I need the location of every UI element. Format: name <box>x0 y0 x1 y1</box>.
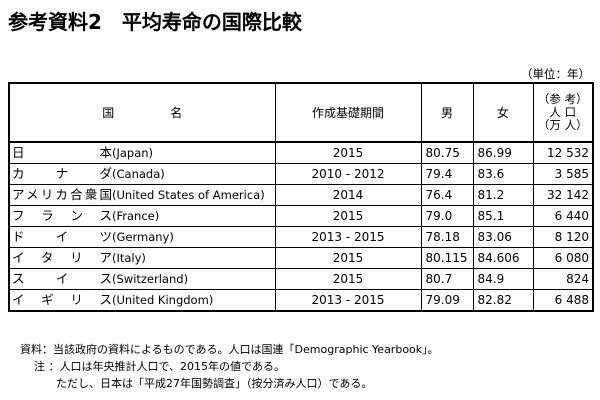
cell-period: 2015 <box>274 268 422 290</box>
table-row: フランス(France) 2015 79.0 85.1 6 440 <box>8 205 594 227</box>
cell-female: 81.2 <box>472 184 534 206</box>
table-row: アメリカ合衆国(United States of America) 2014 76.… <box>8 184 594 206</box>
header-male: 男 <box>420 82 474 143</box>
header-female: 女 <box>472 82 534 143</box>
cell-country: フランス(France) <box>8 205 276 227</box>
cell-period: 2015 <box>274 247 422 269</box>
country-en: (Canada) <box>112 167 165 181</box>
country-jp: スイス <box>12 271 112 286</box>
cell-male: 79.4 <box>420 163 474 185</box>
note-2: ただし、日本は「平成27年国勢調査」（按分済み人口）である。 <box>56 377 373 390</box>
cell-population: 6 080 <box>532 247 594 269</box>
cell-country: ドイツ(Germany) <box>8 226 276 248</box>
cell-country: 日本(Japan) <box>8 141 276 164</box>
country-jp: イギリス <box>12 292 112 307</box>
header-population-line3: （万 人） <box>537 118 588 132</box>
cell-male: 80.7 <box>420 268 474 290</box>
cell-population: 8 120 <box>532 226 594 248</box>
cell-period: 2013 - 2015 <box>274 226 422 248</box>
cell-period: 2014 <box>274 184 422 206</box>
header-period: 作成基礎期間 <box>274 82 422 143</box>
cell-period: 2015 <box>274 205 422 227</box>
note-source: 資料：当該政府の資料によるものである。人口は国連「Demographic Yea… <box>20 343 439 356</box>
cell-period: 2015 <box>274 141 422 164</box>
cell-female: 83.6 <box>472 163 534 185</box>
cell-female: 86.99 <box>472 141 534 164</box>
header-population: （参 考） 人 口 （万 人） <box>532 82 594 143</box>
country-en: (Germany) <box>112 230 174 244</box>
cell-male: 78.18 <box>420 226 474 248</box>
cell-population: 32 142 <box>532 184 594 206</box>
country-jp: イタリア <box>12 250 112 265</box>
table-header-row: 国 名 作成基礎期間 男 女 （参 考） 人 口 （万 人） <box>8 82 594 143</box>
footnotes: 資料：当該政府の資料によるものである。人口は国連「Demographic Yea… <box>20 341 439 392</box>
table-row: スイス(Switzerland) 2015 80.7 84.9 824 <box>8 268 594 290</box>
cell-male: 80.75 <box>420 141 474 164</box>
header-population-line1: （参 考） <box>537 92 588 106</box>
country-en: (Italy) <box>112 251 146 265</box>
cell-male: 76.4 <box>420 184 474 206</box>
cell-population: 6 488 <box>532 289 594 312</box>
country-jp: アメリカ合衆国 <box>12 187 112 202</box>
country-en: (United Kingdom) <box>112 293 214 307</box>
cell-male: 79.09 <box>420 289 474 312</box>
country-jp: ドイツ <box>12 229 112 244</box>
table-row: 日本(Japan) 2015 80.75 86.99 12 532 <box>8 141 594 164</box>
table-row: カナダ(Canada) 2010 - 2012 79.4 83.6 3 585 <box>8 163 594 185</box>
country-jp: フランス <box>12 208 112 223</box>
cell-female: 83.06 <box>472 226 534 248</box>
table-row: イタリア(Italy) 2015 80.115 84.606 6 080 <box>8 247 594 269</box>
cell-population: 12 532 <box>532 141 594 164</box>
cell-female: 85.1 <box>472 205 534 227</box>
cell-country: スイス(Switzerland) <box>8 268 276 290</box>
cell-male: 80.115 <box>420 247 474 269</box>
life-expectancy-table: 国 名 作成基礎期間 男 女 （参 考） 人 口 （万 人） 日本(Japan)… <box>8 82 594 312</box>
cell-country: アメリカ合衆国(United States of America) <box>8 184 276 206</box>
cell-female: 84.606 <box>472 247 534 269</box>
country-en: (France) <box>112 209 160 223</box>
cell-country: カナダ(Canada) <box>8 163 276 185</box>
cell-population: 6 440 <box>532 205 594 227</box>
note-1: 注 ：人口は年央推計人口で、2015年の値である。 <box>34 360 285 373</box>
cell-female: 82.82 <box>472 289 534 312</box>
table-row: イギリス(United Kingdom) 2013 - 2015 79.09 82.8… <box>8 289 594 312</box>
cell-male: 79.0 <box>420 205 474 227</box>
table-row: ドイツ(Germany) 2013 - 2015 78.18 83.06 8 120 <box>8 226 594 248</box>
country-en: (Japan) <box>112 146 154 160</box>
header-country: 国 名 <box>8 82 276 143</box>
cell-country: イタリア(Italy) <box>8 247 276 269</box>
cell-population: 3 585 <box>532 163 594 185</box>
header-population-line2: 人 口 <box>549 105 577 119</box>
cell-population: 824 <box>532 268 594 290</box>
country-en: (United States of America) <box>112 188 265 202</box>
unit-label: （単位：年） <box>521 67 590 81</box>
country-en: (Switzerland) <box>112 272 189 286</box>
page-title: 参考資料2 平均寿命の国際比較 <box>8 10 302 34</box>
country-jp: 日本 <box>12 145 112 160</box>
cell-female: 84.9 <box>472 268 534 290</box>
cell-country: イギリス(United Kingdom) <box>8 289 276 312</box>
country-jp: カナダ <box>12 166 112 181</box>
cell-period: 2013 - 2015 <box>274 289 422 312</box>
cell-period: 2010 - 2012 <box>274 163 422 185</box>
